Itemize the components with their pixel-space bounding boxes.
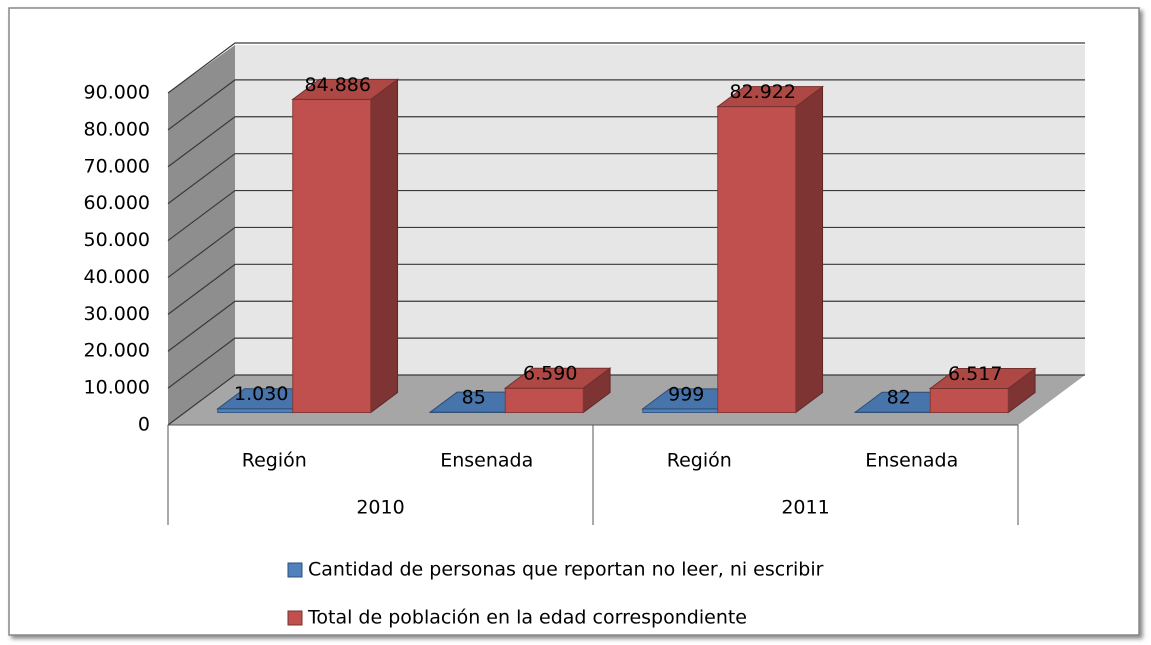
- x-tick-label: Región: [242, 450, 307, 472]
- grid-line: [167, 79, 1085, 131]
- group-label: 2011: [781, 497, 829, 519]
- data-label: 6.517: [948, 363, 1002, 385]
- bar-top: [716, 86, 825, 108]
- y-tick-label: 40.000: [84, 266, 150, 288]
- bar-side: [370, 78, 399, 414]
- bar-side: [795, 85, 824, 414]
- grid-line: [167, 42, 1085, 94]
- x-tick-label: Ensenada: [865, 450, 958, 472]
- data-label: 1.030: [234, 383, 288, 405]
- y-tick-label: 10.000: [84, 377, 150, 399]
- bar: [292, 98, 372, 413]
- x-tick-label: Ensenada: [440, 450, 533, 472]
- data-label: 84.886: [305, 74, 371, 96]
- legend-label: Total de población en la edad correspond…: [307, 607, 747, 629]
- legend-swatch: [287, 562, 303, 578]
- group-label: 2010: [356, 497, 404, 519]
- bar: [717, 106, 797, 413]
- back-wall: [235, 45, 1085, 375]
- bar: [504, 387, 584, 413]
- y-tick-label: 50.000: [84, 229, 150, 251]
- bar-top: [503, 367, 612, 389]
- bar-top: [928, 367, 1037, 389]
- bar: [217, 408, 294, 413]
- data-label: 999: [668, 383, 704, 405]
- x-tick-label: Región: [667, 450, 732, 472]
- legend-label: Cantidad de personas que reportan no lee…: [308, 559, 824, 581]
- data-label: 82: [887, 387, 911, 409]
- y-tick-label: 90.000: [84, 82, 150, 104]
- bar: [642, 408, 719, 413]
- data-label: 85: [462, 387, 486, 409]
- side-wall: [168, 45, 235, 425]
- y-tick-label: 60.000: [84, 192, 150, 214]
- y-tick-label: 80.000: [84, 118, 150, 140]
- y-tick-label: 20.000: [84, 340, 150, 362]
- bar: [929, 387, 1009, 413]
- data-label: 82.922: [730, 81, 796, 103]
- bar-top: [291, 78, 400, 100]
- legend-swatch: [287, 610, 303, 626]
- y-tick-label: 70.000: [84, 155, 150, 177]
- y-tick-label: 0: [138, 414, 150, 436]
- y-tick-label: 30.000: [84, 303, 150, 325]
- data-label: 6.590: [523, 363, 577, 385]
